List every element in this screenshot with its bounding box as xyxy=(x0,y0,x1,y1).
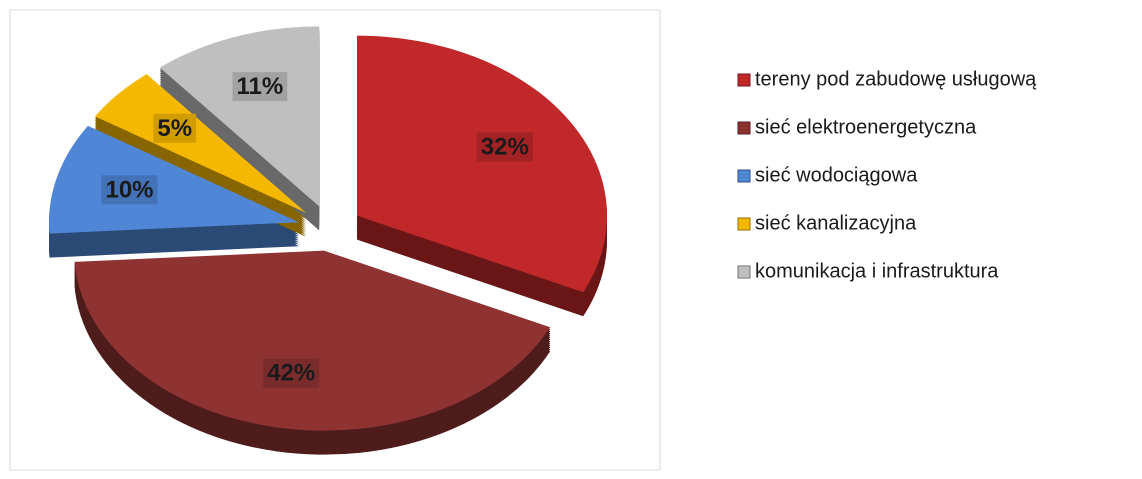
data-label: 11% xyxy=(237,73,284,100)
slice xyxy=(159,26,320,207)
slice xyxy=(94,74,306,213)
pie-tops xyxy=(49,26,608,431)
data-label-group: 5% xyxy=(153,113,197,143)
data-label-box xyxy=(476,132,533,162)
legend-label: komunikacja i infrastruktura xyxy=(755,260,999,282)
data-label: 5% xyxy=(157,115,192,142)
data-labels: 32% 42% 10% 5% 11% xyxy=(101,72,533,388)
data-label-group: 11% xyxy=(232,72,288,102)
legend-swatch xyxy=(737,169,751,183)
legend-label: sieć kanalizacyjna xyxy=(755,212,917,234)
data-label-box xyxy=(153,113,197,143)
data-label-group: 42% xyxy=(263,358,320,388)
legend-swatch xyxy=(737,73,751,87)
legend: tereny pod zabudowę usługową sieć elektro… xyxy=(737,68,1037,282)
data-label-group: 32% xyxy=(476,132,533,162)
data-label-box xyxy=(101,175,158,205)
slice xyxy=(357,35,608,293)
data-label: 10% xyxy=(105,176,153,203)
slice xyxy=(74,250,551,431)
legend-label: sieć wodociągowa xyxy=(755,164,918,186)
data-label-box xyxy=(232,72,288,102)
legend-swatch xyxy=(737,265,751,279)
slice xyxy=(49,125,300,234)
data-label: 32% xyxy=(481,133,529,160)
data-label-group: 10% xyxy=(101,175,158,205)
data-label: 42% xyxy=(267,360,315,387)
legend-swatch xyxy=(737,217,751,231)
data-label-box xyxy=(263,358,320,388)
legend-label: tereny pod zabudowę usługową xyxy=(755,68,1037,90)
legend-swatch xyxy=(737,121,751,135)
legend-label: sieć elektroenergetyczna xyxy=(755,116,977,138)
